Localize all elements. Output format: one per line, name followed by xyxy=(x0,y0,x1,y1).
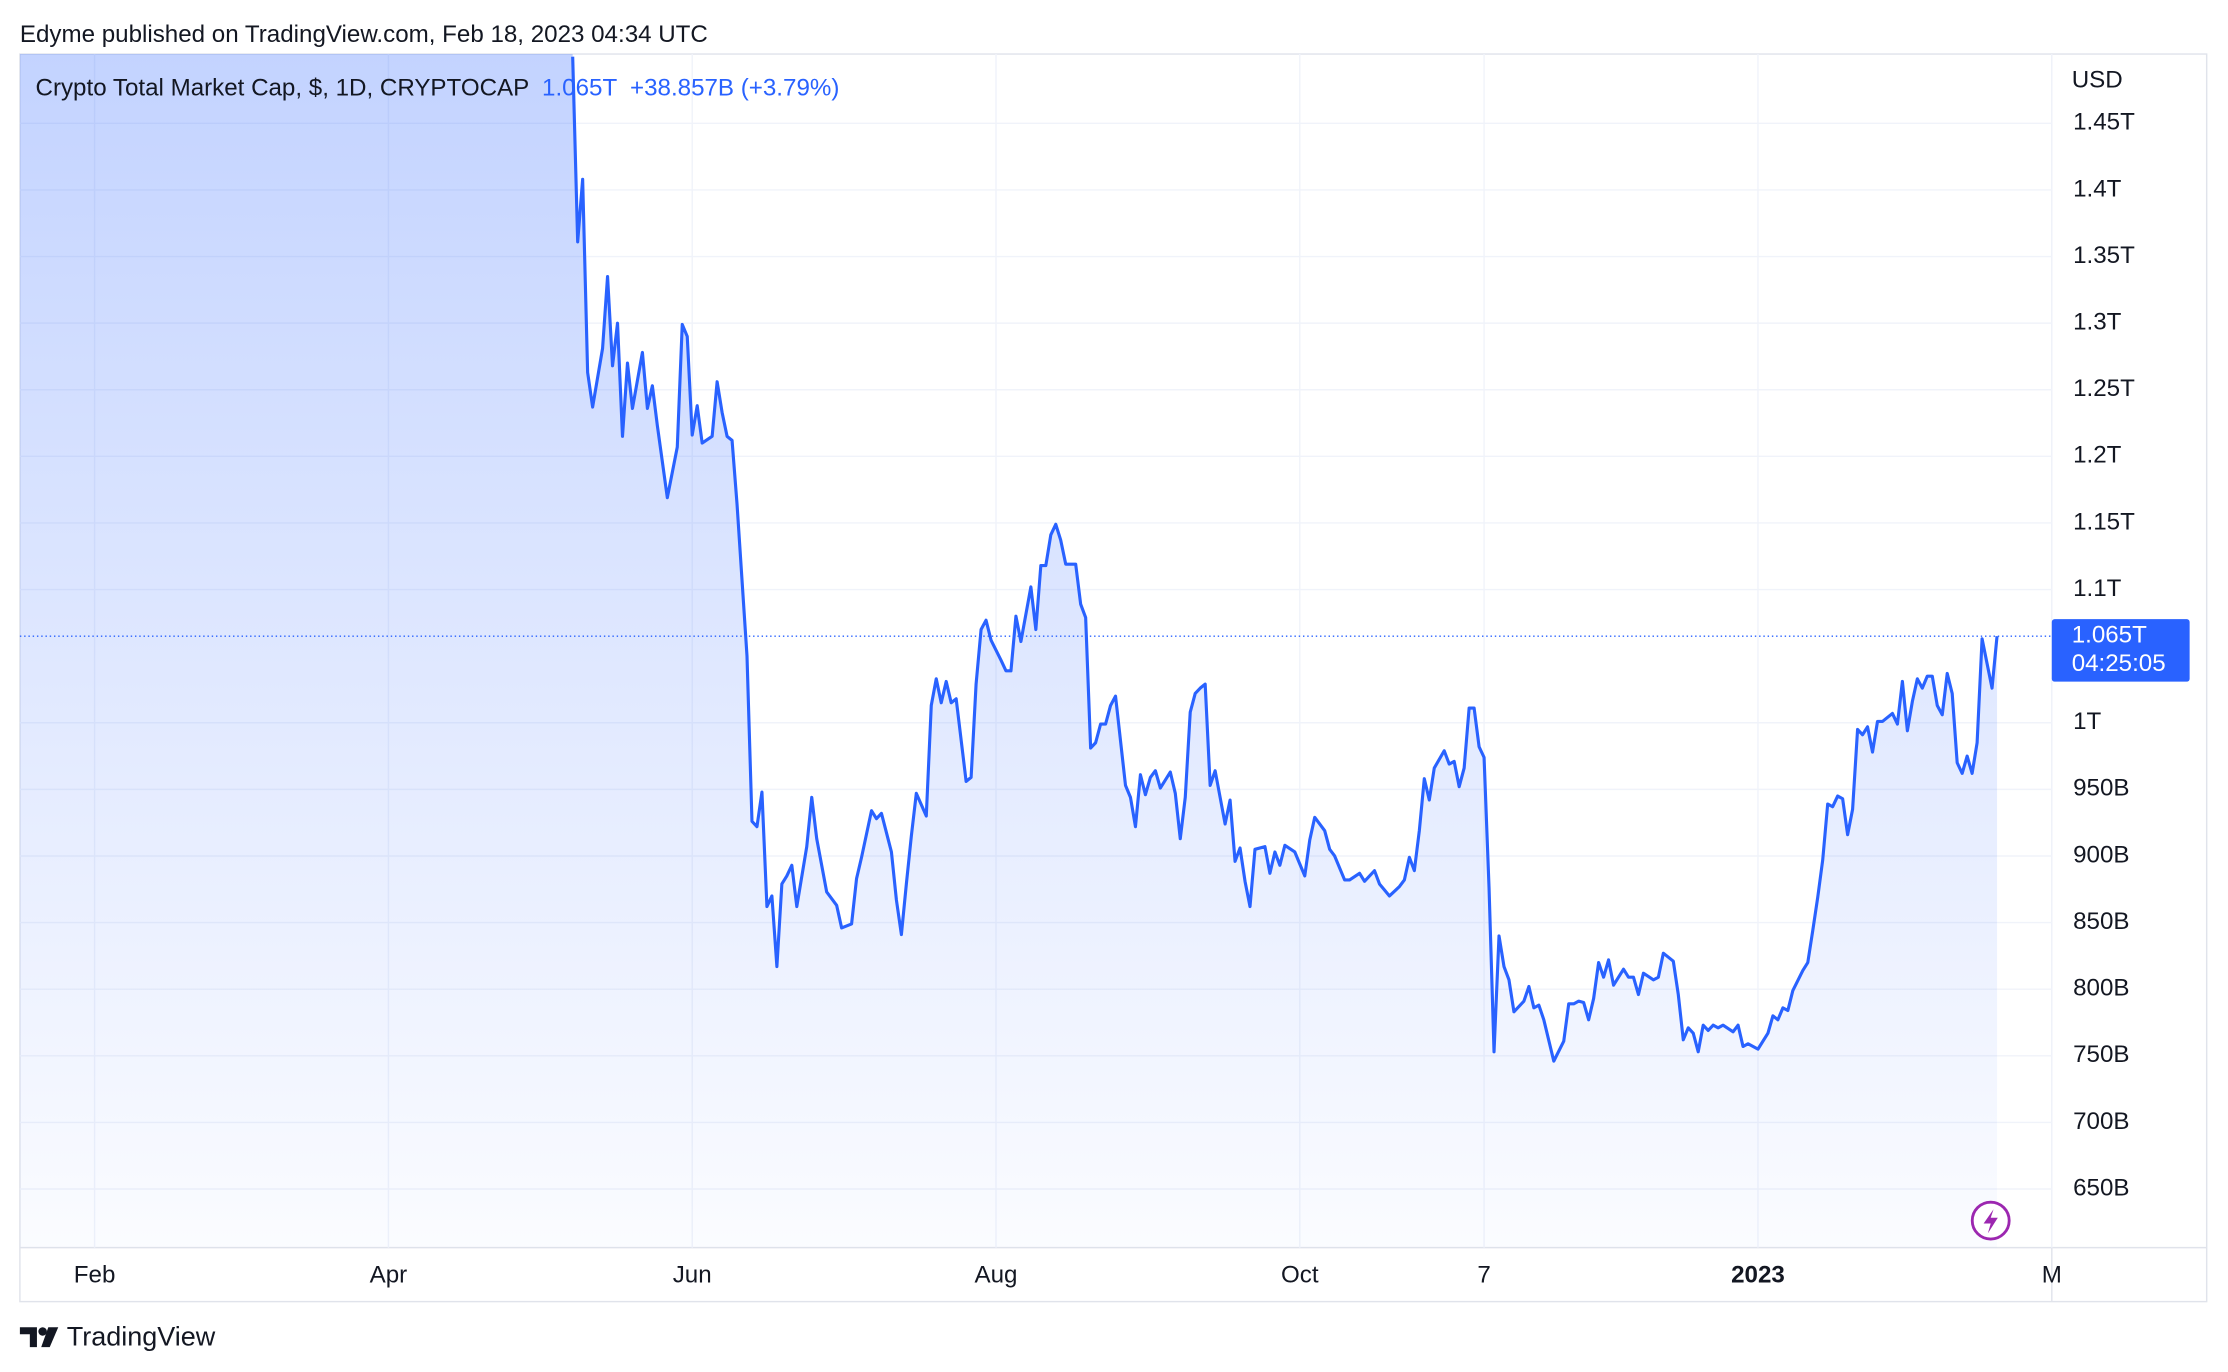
last-price-tag xyxy=(2051,619,2190,682)
x-tick-label: Apr xyxy=(370,1261,408,1288)
y-tick-label: 850B xyxy=(2073,908,2129,935)
y-axis-label: USD xyxy=(2072,66,2123,93)
y-tick-label: 1.25T xyxy=(2073,375,2135,402)
y-tick-label: 900B xyxy=(2073,841,2129,868)
y-tick-label: 1.1T xyxy=(2073,575,2122,602)
y-tick-label: 800B xyxy=(2073,975,2129,1002)
area-fill xyxy=(19,54,1998,1248)
x-tick-label: Aug xyxy=(975,1261,1018,1288)
x-tick-label: Jun xyxy=(673,1261,712,1288)
lightning-icon xyxy=(1970,1200,2011,1241)
brand-logo xyxy=(19,1327,59,1348)
price-line xyxy=(571,56,1999,1063)
plot xyxy=(19,54,1999,1248)
y-tick-label: 1T xyxy=(2073,708,2101,735)
legend-change: +38.857B (+3.79%) xyxy=(630,75,839,102)
x-tick-label: 2023 xyxy=(1731,1261,1785,1288)
x-tick-label: Oct xyxy=(1281,1261,1319,1288)
y-tick-label: 950B xyxy=(2073,775,2129,802)
last-price-label: 1.065T xyxy=(2072,622,2147,649)
axes: 650B 700B 750B 800B 850B 900B 950B 1T 1.1T 1.15T 1… xyxy=(74,109,2135,1289)
attribution: Edyme published on TradingView.com, Feb … xyxy=(20,21,708,48)
legend: Crypto Total Market Cap, $, 1D, CRYPTOCA… xyxy=(36,75,840,102)
x-tick-label: 7 xyxy=(1477,1261,1490,1288)
y-tick-label: 650B xyxy=(2073,1174,2129,1201)
y-tick-label: 1.2T xyxy=(2073,442,2122,469)
y-tick-label: 700B xyxy=(2073,1108,2129,1135)
y-tick-label: 750B xyxy=(2073,1041,2129,1068)
countdown: 04:25:05 xyxy=(2072,650,2166,677)
brand: TradingView xyxy=(67,1322,216,1352)
y-tick-label: 1.4T xyxy=(2073,175,2122,202)
x-tick-label: Feb xyxy=(74,1261,116,1288)
legend-title: Crypto Total Market Cap, $, 1D, CRYPTOCA… xyxy=(36,75,530,102)
y-tick-label: 1.15T xyxy=(2073,508,2135,535)
y-tick-label: 1.35T xyxy=(2073,242,2135,269)
y-tick-label: 1.45T xyxy=(2073,109,2135,136)
legend-last: 1.065T xyxy=(542,75,617,102)
x-tick-label: M xyxy=(2042,1261,2062,1288)
y-tick-label: 1.3T xyxy=(2073,309,2122,336)
